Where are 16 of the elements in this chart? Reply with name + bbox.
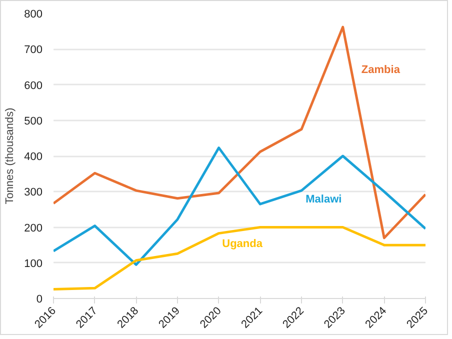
series-label: Uganda [222, 238, 264, 250]
y-tick-label: 500 [24, 115, 43, 128]
y-axis-title: Tonnes (thousands) [4, 108, 16, 204]
line-series [54, 226, 426, 290]
line-series [54, 26, 426, 240]
y-tick-label: 800 [24, 8, 43, 20]
y-tick-label: 700 [24, 44, 43, 56]
series-label: Malawi [306, 193, 342, 206]
y-tick-label: 100 [24, 258, 43, 270]
y-tick-label: 300 [24, 186, 43, 199]
y-tick-label: 400 [24, 151, 43, 163]
y-tick-label: 200 [24, 222, 43, 234]
series-label: Zambia [361, 64, 401, 76]
y-tick-label: 600 [24, 80, 43, 92]
line-series [54, 146, 426, 266]
y-tick-label: 0 [36, 294, 43, 306]
